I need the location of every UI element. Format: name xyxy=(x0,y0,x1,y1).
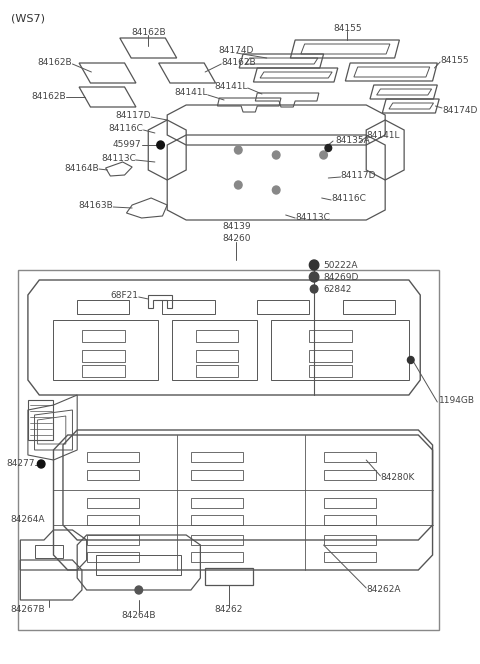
Text: 84113C: 84113C xyxy=(101,153,136,163)
Text: 84262A: 84262A xyxy=(366,586,401,594)
Text: 84162B: 84162B xyxy=(131,27,166,37)
Text: 62842: 62842 xyxy=(324,284,352,293)
Text: 84117D: 84117D xyxy=(341,171,376,179)
Circle shape xyxy=(157,141,164,149)
Text: 84264A: 84264A xyxy=(11,515,45,525)
Text: 84280K: 84280K xyxy=(381,473,415,483)
Text: 84139: 84139 xyxy=(222,222,251,230)
Text: 84174D: 84174D xyxy=(442,106,478,114)
Text: 84141L: 84141L xyxy=(174,88,208,96)
Text: 1194GB: 1194GB xyxy=(439,396,475,404)
Text: 84162B: 84162B xyxy=(38,58,72,66)
Circle shape xyxy=(310,272,319,282)
Text: 84116C: 84116C xyxy=(331,193,366,203)
Text: 84262: 84262 xyxy=(215,606,243,614)
Circle shape xyxy=(37,460,45,468)
Text: 84116C: 84116C xyxy=(108,124,144,133)
Text: (WS7): (WS7) xyxy=(11,13,45,23)
Circle shape xyxy=(320,151,327,159)
Text: 84135A: 84135A xyxy=(335,135,370,145)
Text: 84162B: 84162B xyxy=(31,92,66,100)
Text: 84155: 84155 xyxy=(440,56,469,64)
Text: 84141L: 84141L xyxy=(214,82,248,90)
Circle shape xyxy=(235,181,242,189)
Text: 45997: 45997 xyxy=(113,139,142,149)
Text: 84113C: 84113C xyxy=(295,212,330,222)
Text: 84277: 84277 xyxy=(6,459,35,469)
Text: 50222A: 50222A xyxy=(324,260,358,270)
Circle shape xyxy=(310,285,318,293)
Text: 84162B: 84162B xyxy=(221,58,256,66)
Circle shape xyxy=(273,186,280,194)
Circle shape xyxy=(235,146,242,154)
Circle shape xyxy=(273,151,280,159)
Text: 84174D: 84174D xyxy=(219,46,254,54)
Text: 84264B: 84264B xyxy=(121,610,156,620)
Circle shape xyxy=(135,586,143,594)
Text: 84155: 84155 xyxy=(333,23,361,33)
Text: 84164B: 84164B xyxy=(64,163,99,173)
Circle shape xyxy=(408,357,414,363)
Text: 84267B: 84267B xyxy=(11,606,45,614)
Text: 84117D: 84117D xyxy=(116,110,151,120)
Text: 84260: 84260 xyxy=(222,234,251,242)
Circle shape xyxy=(310,260,319,270)
Circle shape xyxy=(325,145,332,151)
Text: 84141L: 84141L xyxy=(366,131,400,139)
Bar xyxy=(18,270,439,630)
Text: 68F21: 68F21 xyxy=(111,291,139,299)
Text: 84163B: 84163B xyxy=(78,201,113,210)
Text: 84269D: 84269D xyxy=(324,272,359,282)
